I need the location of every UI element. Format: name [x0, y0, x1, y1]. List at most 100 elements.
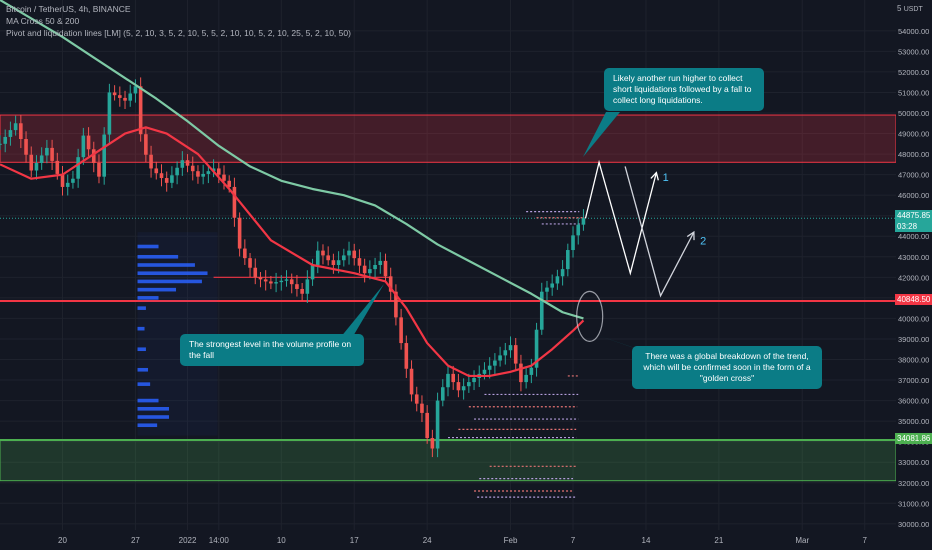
last-price-value: 44875.85 — [897, 211, 931, 220]
candle-body — [409, 368, 414, 395]
annotation-left[interactable]: The strongest level in the volume profil… — [180, 334, 364, 366]
indicator-ma-cross[interactable]: MA Cross 50 & 200 — [6, 16, 80, 26]
candle-body — [446, 373, 450, 388]
symbol-title[interactable]: Bitcoin / TetherUS, 4h, BINANCE — [6, 4, 131, 14]
candle-body — [243, 248, 247, 259]
candle-body — [164, 178, 169, 183]
candle-body — [394, 291, 398, 318]
volume-profile-bar — [137, 347, 146, 352]
candle-body — [97, 162, 101, 177]
y-tick-label: 53000.00 — [898, 47, 929, 56]
indicator-pivot-liquidation[interactable]: Pivot and liquidation lines [LM] (5, 2, … — [6, 28, 351, 38]
candle-body — [274, 282, 278, 284]
candle-body — [300, 288, 304, 294]
candle-body — [482, 369, 487, 374]
candle-body — [347, 250, 351, 256]
volume-profile-bar — [137, 279, 202, 284]
golden-cross-circle — [576, 290, 604, 342]
projection-path-1 — [584, 159, 658, 276]
x-tick-label: 10 — [277, 536, 286, 545]
candle-body — [222, 174, 226, 181]
candle-body — [472, 377, 476, 383]
candle-body — [305, 279, 310, 294]
x-tick-label: 17 — [350, 536, 359, 545]
candle-body — [539, 291, 544, 330]
ma-200-line — [0, 0, 584, 320]
y-tick-label: 30000.00 — [898, 520, 929, 529]
candle-body — [336, 260, 341, 265]
candle-body — [352, 250, 357, 259]
y-tick-label: 43000.00 — [898, 253, 929, 262]
candle-body — [295, 284, 299, 289]
callout-pointer-left — [340, 284, 384, 338]
candle-body — [326, 255, 330, 261]
red-level-value: 40848.50 — [897, 295, 931, 304]
candle-body — [310, 265, 315, 280]
candle-body — [65, 182, 70, 187]
candle-body — [71, 178, 75, 183]
volume-profile — [137, 232, 391, 436]
candle-body — [461, 386, 466, 391]
candle-body — [91, 149, 96, 163]
candle-body — [258, 277, 263, 280]
x-axis-panel — [0, 530, 932, 550]
support-zone — [0, 439, 897, 482]
last-price-tag: 44875.85 03:28 — [895, 210, 932, 232]
annotation-bottom-right[interactable]: There was a global breakdown of the tren… — [632, 346, 822, 389]
y-tick-label: 44000.00 — [898, 232, 929, 241]
y-axis-panel — [896, 0, 932, 550]
candle-body — [357, 258, 362, 266]
green-level-value: 34081.86 — [897, 434, 931, 443]
volume-profile-bar — [137, 254, 179, 259]
candle-body — [211, 168, 216, 172]
volume-profile-bar — [137, 398, 159, 403]
candle-body — [269, 281, 273, 284]
y-tick-label: 31000.00 — [898, 499, 929, 508]
candle-body — [315, 250, 320, 265]
candle-body — [190, 165, 195, 172]
candle-body — [29, 154, 34, 171]
candle-body — [196, 171, 200, 177]
x-tick-label: Mar — [795, 536, 809, 545]
candle-body — [342, 255, 346, 261]
volume-profile-bar — [137, 287, 177, 292]
candle-body — [373, 265, 377, 270]
volume-profile-bar — [137, 306, 146, 310]
candle-body — [50, 147, 54, 161]
candle-body — [154, 168, 159, 174]
y-tick-label: 39000.00 — [898, 335, 929, 344]
bar-countdown: 03:28 — [897, 222, 918, 231]
candle-body — [321, 250, 325, 256]
callout-pointer-top — [583, 112, 620, 157]
x-tick-label: 20 — [58, 536, 67, 545]
price-zones — [0, 114, 897, 482]
candle-body — [19, 123, 23, 140]
volume-profile-bar — [137, 382, 151, 386]
candle-body — [414, 394, 419, 404]
wave-label-1: 1 — [663, 172, 669, 184]
projection-arrow-1 — [650, 171, 659, 181]
candle-body — [399, 317, 403, 344]
candle-body — [430, 438, 435, 449]
y-tick-label: 52000.00 — [898, 68, 929, 77]
candle-body — [420, 403, 424, 413]
candle-body — [440, 387, 445, 401]
x-tick-label: Feb — [504, 536, 518, 545]
liquidation-lines — [448, 210, 586, 498]
y-tick-label: 35000.00 — [898, 417, 929, 426]
volume-profile-bar — [137, 244, 159, 249]
annotation-left-text: The strongest level in the volume profil… — [189, 339, 352, 360]
candle-body — [331, 260, 336, 265]
x-tick-label: 2022 — [179, 536, 197, 545]
candle-body — [107, 92, 112, 135]
y-tick-label: 40000.00 — [898, 314, 929, 323]
y-tick-label: 37000.00 — [898, 376, 929, 385]
green-level-tag: 34081.86 — [895, 433, 932, 444]
annotation-top-right[interactable]: Likely another run higher to collect sho… — [604, 68, 764, 111]
candle-body — [159, 173, 164, 179]
volume-profile-bar — [137, 415, 170, 419]
x-tick-label: 7 — [571, 536, 576, 545]
volume-profile-bar — [137, 367, 149, 372]
